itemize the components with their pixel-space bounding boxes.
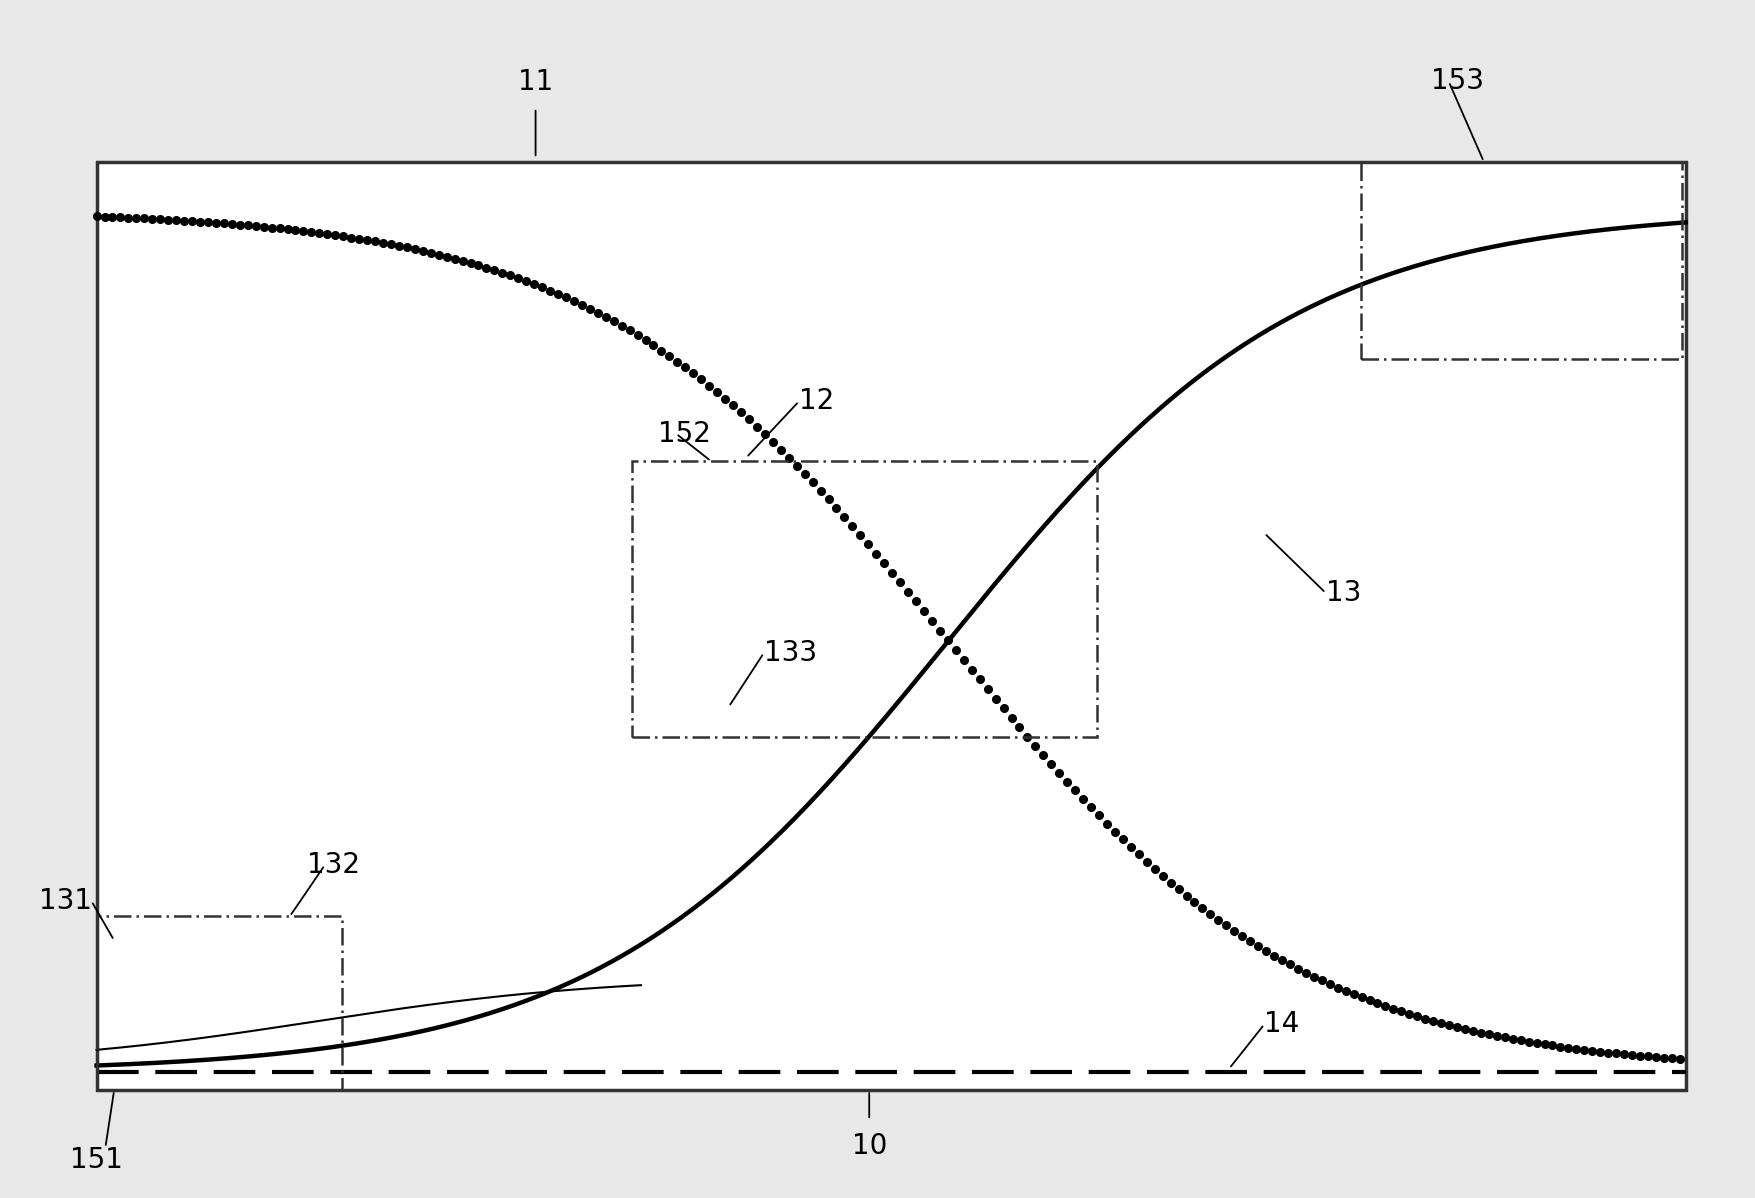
Text: 133: 133 — [763, 639, 816, 667]
Text: 151: 151 — [70, 1145, 123, 1174]
Text: 131: 131 — [39, 887, 91, 915]
Text: 13: 13 — [1325, 579, 1360, 607]
Text: 14: 14 — [1264, 1010, 1299, 1039]
Text: 152: 152 — [658, 419, 711, 448]
Bar — [1360, 162, 1681, 359]
Text: 11: 11 — [518, 68, 553, 96]
Text: 12: 12 — [799, 387, 834, 416]
Bar — [97, 916, 342, 1090]
Text: 132: 132 — [307, 851, 360, 879]
Bar — [97, 162, 1685, 1090]
Text: 10: 10 — [851, 1132, 886, 1160]
Text: 153: 153 — [1430, 67, 1483, 96]
Bar — [632, 461, 1097, 737]
